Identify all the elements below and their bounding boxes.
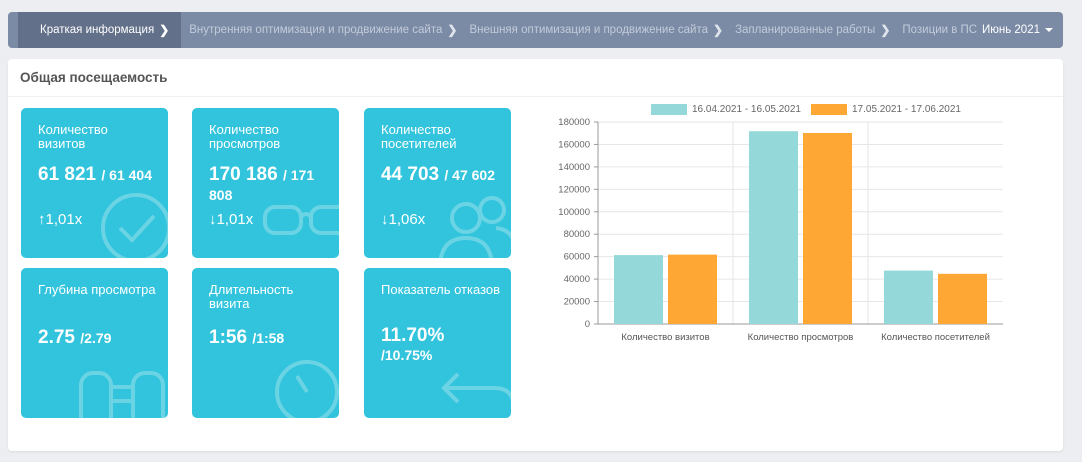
chevron-right-icon: ❯ — [447, 23, 458, 37]
legend-item[interactable]: 17.05.2021 - 17.06.2021 — [810, 104, 961, 115]
bar-chart: 0 20000 40000 60000 80000 100000 120000 140000 1… — [558, 117, 1003, 343]
legend-label: 17.05.2021 - 17.06.2021 — [851, 104, 961, 115]
card-depth: Глубина просмотра 2.75 /2.79 — [21, 268, 168, 418]
card-label: Длительность визита — [209, 282, 294, 311]
x-tick-label: Количество визитов — [621, 332, 709, 343]
chevron-right-icon: ❯ — [880, 23, 891, 37]
tab-label: Внешняя оптимизация и продвижение сайта — [469, 24, 709, 36]
y-tick-label: 40000 — [564, 274, 590, 285]
previous-value: / 47 602 — [444, 167, 496, 183]
bar — [938, 273, 987, 324]
current-value: 44 703 — [381, 164, 440, 185]
card-label: Глубина просмотра — [38, 282, 156, 297]
bar — [884, 270, 933, 324]
current-value: 61 821 — [38, 164, 97, 185]
trend: ↑1,01x — [38, 211, 82, 228]
bar — [614, 255, 663, 324]
y-tick-label: 180000 — [558, 117, 590, 128]
panel-title: Общая посещаемость — [20, 70, 168, 85]
caret-down-icon — [1045, 28, 1053, 32]
y-tick-label: 0 — [585, 319, 590, 330]
y-tick-label: 20000 — [564, 297, 590, 308]
y-tick-label: 80000 — [564, 229, 590, 240]
tab-label: Позиции в ПС — [902, 24, 978, 36]
bar — [749, 131, 798, 324]
card-bounce: Показатель отказов 11.70%/10.75% — [364, 268, 511, 418]
tab-external-optimization[interactable]: Внешняя оптимизация и продвижение сайта … — [461, 12, 727, 48]
y-tick-label: 120000 — [558, 184, 590, 195]
x-tick-label: Количество просмотров — [748, 332, 854, 343]
users-icon — [438, 196, 511, 258]
tab-planned-work[interactable]: Запланированные работы ❯ — [727, 12, 894, 48]
arrow-down-icon: ↓ — [381, 211, 389, 228]
legend-item[interactable]: 16.04.2021 - 16.05.2021 — [651, 104, 801, 115]
glasses-icon — [263, 205, 339, 235]
card-label: Показатель отказов — [381, 282, 501, 297]
trend-value: 1,01x — [45, 211, 83, 228]
card-duration: Длительность визита 1:56 /1:58 — [192, 268, 339, 418]
y-tick-label: 140000 — [558, 162, 590, 173]
trend: ↓1,01x — [209, 211, 253, 228]
stopwatch-icon — [275, 360, 339, 418]
previous-value: /1:58 — [252, 330, 285, 346]
top-navbar: Краткая информация ❯ Внутренняя оптимиза… — [8, 12, 1063, 48]
traffic-panel: Общая посещаемость — [8, 59, 1063, 451]
card-pageviews: Количество просмотров 170 186 / 171 808 … — [192, 108, 339, 258]
card-visits: Количество визитов 61 821 / 61 404 ↑1,01… — [21, 108, 168, 258]
return-arrow-icon — [441, 372, 511, 418]
card-label: Количество просмотров — [209, 122, 281, 151]
bar — [668, 254, 717, 324]
binoculars-icon — [79, 371, 165, 418]
divider — [8, 96, 1063, 97]
check-circle-icon — [101, 193, 168, 258]
y-tick-label: 100000 — [558, 207, 590, 218]
card-value: 44 703 / 47 602 — [381, 165, 506, 185]
month-label: Июнь 2021 — [981, 24, 1040, 36]
legend-swatch — [810, 104, 847, 115]
current-value: 2.75 — [38, 327, 75, 348]
card-value: 1:56 /1:58 — [209, 328, 334, 348]
chevron-right-icon: ❯ — [159, 23, 170, 37]
card-value: 11.70%/10.75% — [381, 326, 506, 365]
card-visitors: Количество посетителей 44 703 / 47 602 ↓… — [364, 108, 511, 258]
month-dropdown[interactable]: Июнь 2021 — [982, 24, 1063, 36]
card-label: Количество визитов — [38, 122, 108, 151]
chart-legend: 16.04.2021 - 16.05.2021 17.05.2021 - 17.… — [651, 104, 971, 115]
arrow-down-icon: ↓ — [209, 211, 217, 228]
trend-value: 1,06x — [388, 211, 426, 228]
previous-value: /2.79 — [80, 330, 112, 346]
trend: ↓1,06x — [381, 211, 425, 228]
card-value: 2.75 /2.79 — [38, 328, 163, 348]
previous-value: / 61 404 — [101, 167, 153, 183]
current-value: 11.70% — [381, 325, 445, 346]
legend-label: 16.04.2021 - 16.05.2021 — [692, 104, 801, 115]
tab-summary[interactable]: Краткая информация ❯ — [18, 12, 182, 48]
arrow-up-icon: ↑ — [38, 211, 46, 228]
previous-value: / 171 808 — [209, 167, 315, 203]
card-value: 170 186 / 171 808 — [209, 165, 334, 205]
current-value: 1:56 — [209, 327, 248, 348]
trend-value: 1,01x — [216, 211, 254, 228]
legend-swatch — [651, 104, 687, 115]
card-value: 61 821 / 61 404 — [38, 165, 163, 185]
tab-search-positions[interactable]: Позиции в ПС — [894, 12, 981, 48]
tab-label: Запланированные работы — [735, 24, 876, 36]
y-tick-label: 60000 — [564, 252, 590, 263]
tab-label: Внутренняя оптимизация и продвижение сай… — [189, 24, 443, 36]
card-label: Количество посетителей — [381, 122, 457, 151]
tab-internal-optimization[interactable]: Внутренняя оптимизация и продвижение сай… — [181, 12, 461, 48]
current-value: 170 186 — [209, 164, 278, 185]
x-tick-label: Количество посетителей — [881, 332, 990, 343]
y-tick-label: 160000 — [558, 139, 590, 150]
chevron-right-icon: ❯ — [713, 23, 724, 37]
previous-value: /10.75% — [381, 347, 433, 363]
tab-summary-label: Краткая информация — [40, 24, 155, 36]
bar — [803, 133, 852, 324]
